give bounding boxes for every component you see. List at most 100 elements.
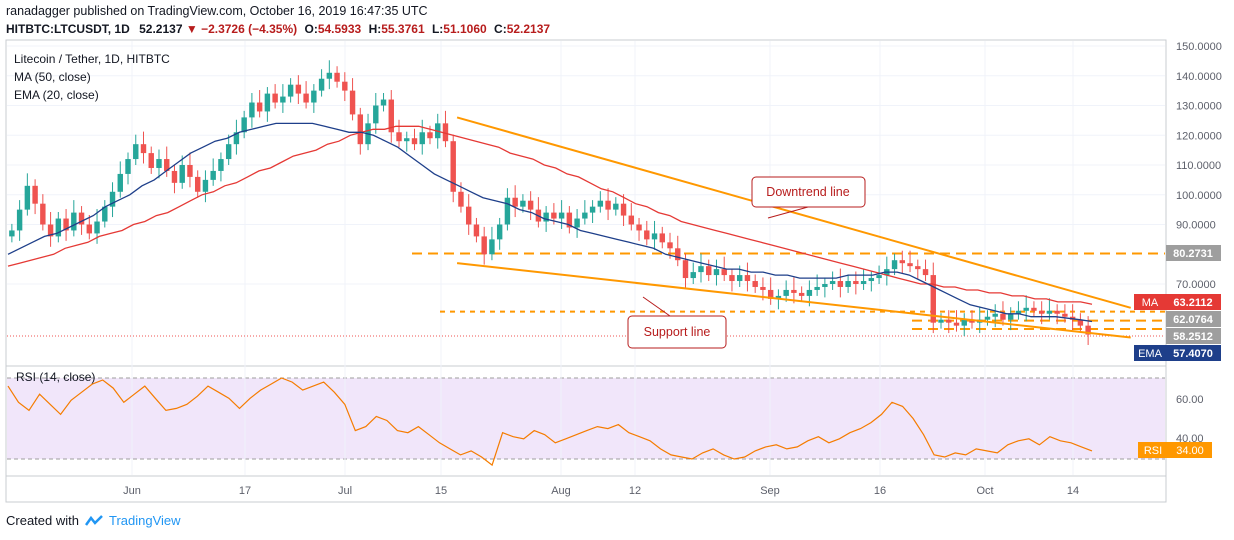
main-pane-border bbox=[5, 39, 1167, 367]
trend-lines bbox=[456, 116, 1131, 339]
candle-body bbox=[249, 102, 255, 118]
candle-body bbox=[527, 200, 534, 210]
rsi-series bbox=[7, 377, 1093, 467]
badge-value: 57.4070 bbox=[1173, 348, 1213, 360]
candle-body bbox=[24, 185, 31, 210]
y-tick-label: 140.0000 bbox=[1176, 71, 1222, 83]
x-tick-label: 12 bbox=[629, 485, 641, 497]
legend-ema: EMA (20, close) bbox=[14, 88, 99, 102]
candle-body bbox=[961, 319, 967, 326]
candle-body bbox=[171, 170, 178, 183]
ema20-line bbox=[7, 122, 1093, 323]
candle-body bbox=[287, 84, 294, 97]
candle-body bbox=[644, 230, 650, 240]
rsi-badge: RSI 34.00 bbox=[1138, 442, 1212, 458]
candle-body bbox=[47, 224, 54, 237]
candle-body bbox=[605, 200, 611, 210]
candle-body bbox=[922, 269, 929, 276]
candle-body bbox=[520, 200, 526, 207]
badge-value-bg bbox=[1166, 328, 1221, 344]
candle-body bbox=[94, 221, 100, 234]
candle-body bbox=[233, 132, 240, 145]
footer: Created with TradingView bbox=[6, 513, 181, 528]
support-callout: Support line bbox=[627, 296, 727, 349]
candle-body bbox=[373, 105, 379, 124]
candle-body bbox=[496, 224, 503, 240]
candle-body bbox=[1046, 310, 1053, 314]
candle-body bbox=[1000, 313, 1006, 320]
candle-body bbox=[837, 281, 844, 287]
ohlc-header: HITBTC:LTCUSDT, 1D 52.2137 ▼ −2.3726 (−4… bbox=[6, 22, 550, 36]
candle-body bbox=[775, 295, 782, 299]
x-tick-label: 16 bbox=[874, 485, 886, 497]
candle-body bbox=[109, 191, 116, 207]
candle-body bbox=[628, 215, 635, 225]
candle-body bbox=[829, 281, 836, 284]
candle-body bbox=[280, 96, 286, 103]
rsi-line bbox=[7, 377, 1093, 467]
candle-body bbox=[295, 84, 302, 94]
candle-body bbox=[713, 269, 720, 276]
candle-body bbox=[706, 266, 712, 276]
candle-body bbox=[744, 275, 751, 282]
candle-body bbox=[992, 313, 998, 317]
candle-body bbox=[566, 212, 573, 228]
candle-body bbox=[179, 165, 185, 183]
candle-body bbox=[899, 260, 906, 264]
ticker-label: HITBTC:LTCUSDT, 1D bbox=[6, 22, 130, 36]
support-label: Support line bbox=[644, 325, 711, 339]
candle-body bbox=[411, 138, 418, 145]
candle-body bbox=[202, 179, 209, 192]
candle-body bbox=[117, 173, 123, 192]
candle-body bbox=[210, 170, 216, 180]
candle-body bbox=[791, 289, 797, 293]
candle-body bbox=[613, 203, 619, 210]
downtrend-line bbox=[456, 116, 1131, 309]
candle-body bbox=[357, 114, 364, 145]
tradingview-brand[interactable]: TradingView bbox=[108, 513, 181, 528]
y-axis: 150.0000 140.0000 130.0000 120.0000 110.0000… bbox=[1176, 41, 1222, 291]
grid-layer bbox=[7, 41, 1165, 475]
candle-body bbox=[659, 233, 665, 243]
candle-body bbox=[218, 159, 224, 171]
badge-value-bg bbox=[1166, 311, 1221, 327]
candle-body bbox=[125, 159, 131, 174]
candle-body bbox=[512, 197, 518, 207]
price-change: ▼ −2.3726 (−4.35%) bbox=[185, 22, 298, 36]
candle-body bbox=[311, 90, 317, 103]
candle-body bbox=[876, 275, 882, 279]
badge-value-bg bbox=[1166, 345, 1221, 361]
x-tick-label: 14 bbox=[1067, 485, 1079, 497]
candle-body bbox=[225, 144, 232, 160]
candle-body bbox=[380, 99, 387, 106]
candle-body bbox=[860, 281, 867, 284]
last-price: 52.2137 bbox=[139, 22, 183, 36]
candle-body bbox=[40, 203, 46, 225]
rsi-title: RSI (14, close) bbox=[16, 370, 95, 384]
rsi-band bbox=[7, 378, 1165, 459]
downtrend-callout: Downtrend line bbox=[751, 176, 866, 219]
x-axis: Jun 17 Jul 15 Aug 12 Sep 16 Oct 14 bbox=[123, 485, 1079, 497]
badge-label-bg bbox=[1134, 345, 1166, 361]
y-tick-label: 130.0000 bbox=[1176, 101, 1222, 113]
candle-body bbox=[667, 242, 673, 249]
candle-series bbox=[9, 60, 1091, 345]
candle-body bbox=[194, 176, 201, 192]
candle-body bbox=[1007, 313, 1014, 320]
candle-body bbox=[946, 319, 952, 323]
candle-body bbox=[574, 218, 580, 228]
candle-body bbox=[404, 138, 410, 142]
candle-body bbox=[78, 212, 85, 225]
x-tick-label: Jun bbox=[123, 485, 141, 497]
badge-value: 80.2731 bbox=[1173, 248, 1213, 260]
candle-body bbox=[953, 322, 960, 326]
x-tick-label: Oct bbox=[976, 485, 993, 497]
candle-body bbox=[140, 144, 147, 154]
candle-body bbox=[318, 78, 325, 91]
candle-body bbox=[969, 319, 975, 323]
candle-body bbox=[853, 281, 859, 284]
candle-body bbox=[767, 289, 774, 299]
candle-body bbox=[868, 278, 875, 282]
open-value: 54.5933 bbox=[317, 22, 362, 36]
